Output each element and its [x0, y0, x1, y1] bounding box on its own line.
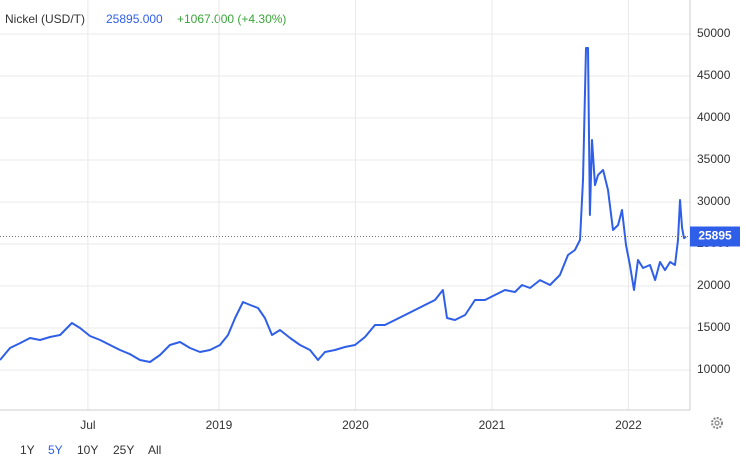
range-button[interactable]: 5Y — [48, 443, 63, 457]
chart-title: Nickel (USD/T) — [5, 12, 85, 26]
y-tick-label: 40000 — [697, 110, 731, 124]
y-tick-label: 15000 — [697, 320, 731, 334]
y-tick-label: 20000 — [697, 278, 731, 292]
settings-icon[interactable] — [711, 417, 723, 429]
x-tick-label: Jul — [80, 418, 95, 432]
last-value-label: 25895 — [698, 229, 732, 243]
range-button[interactable]: 1Y — [20, 443, 35, 457]
price: 25895.000 — [106, 12, 163, 26]
x-tick-label: 2019 — [206, 418, 233, 432]
x-tick-label: 2021 — [479, 418, 506, 432]
y-tick-label: 45000 — [697, 68, 731, 82]
range-button[interactable]: 10Y — [77, 443, 98, 457]
change: +1067.000 (+4.30%) — [177, 12, 286, 26]
y-tick-label: 50000 — [697, 26, 731, 40]
range-button[interactable]: 25Y — [113, 443, 134, 457]
x-tick-label: 2020 — [342, 418, 369, 432]
y-tick-label: 10000 — [697, 362, 731, 376]
y-tick-label: 30000 — [697, 194, 731, 208]
y-tick-label: 35000 — [697, 152, 731, 166]
x-tick-label: 2022 — [615, 418, 642, 432]
range-button[interactable]: All — [148, 443, 161, 457]
last-value-box — [690, 226, 740, 247]
price-line — [0, 47, 687, 363]
